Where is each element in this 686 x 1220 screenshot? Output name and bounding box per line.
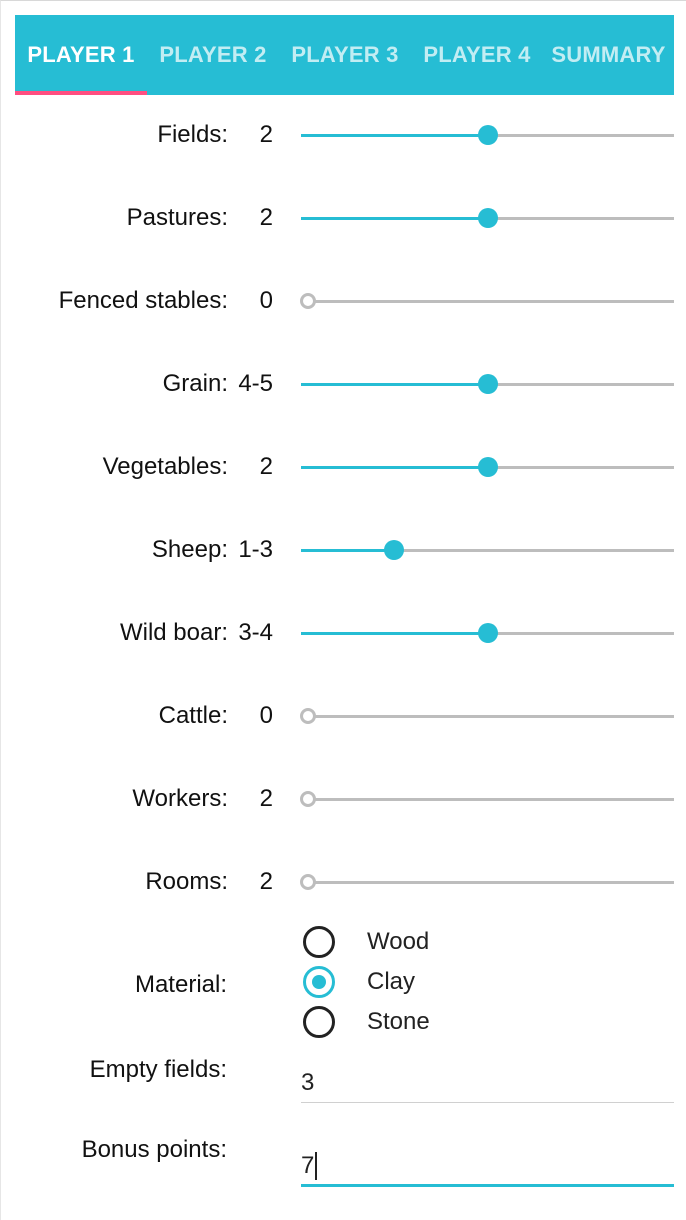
cattle-slider[interactable] [300, 696, 674, 736]
slider-label: Rooms: [145, 868, 228, 895]
radio-label: Wood [367, 928, 430, 955]
fields-slider[interactable] [301, 115, 674, 155]
slider-row-cattle: Cattle: 0 [1, 696, 686, 736]
tab-player-3[interactable]: PLAYER 3 [279, 15, 411, 95]
slider-label: Workers: [132, 785, 228, 812]
tab-player-4[interactable]: PLAYER 4 [411, 15, 543, 95]
slider-thumb[interactable] [300, 791, 316, 807]
slider-row-vegetables: Vegetables: 2 [1, 447, 686, 487]
slider-row-grain: Grain: 4-5 [1, 364, 686, 404]
tab-label: SUMMARY [551, 42, 666, 67]
workers-slider[interactable] [300, 779, 674, 819]
slider-value: 3-4 [238, 619, 273, 646]
slider-thumb[interactable] [300, 708, 316, 724]
empty-fields-input[interactable]: 3 [301, 1063, 674, 1103]
radio-button-unchecked[interactable] [303, 1006, 335, 1038]
slider-value: 2 [259, 121, 273, 148]
slider-fill [301, 383, 488, 386]
tab-player-1[interactable]: PLAYER 1 [15, 15, 147, 95]
radio-stone[interactable]: Stone [303, 1004, 603, 1040]
slider-fill [301, 549, 394, 552]
slider-label: Cattle: [158, 702, 228, 729]
slider-fill [301, 217, 488, 220]
fenced-stables-slider[interactable] [300, 281, 674, 321]
slider-label: Sheep: [151, 536, 228, 563]
slider-fill [301, 134, 488, 137]
slider-row-wild-boar: Wild boar: 3-4 [1, 613, 686, 653]
slider-value: 0 [259, 287, 273, 314]
slider-fill [301, 632, 488, 635]
radio-label: Clay [367, 968, 416, 995]
tab-label: PLAYER 3 [291, 42, 399, 67]
slider-value: 0 [259, 702, 273, 729]
tab-player-2[interactable]: PLAYER 2 [147, 15, 279, 95]
slider-fill [301, 466, 488, 469]
slider-row-pastures: Pastures: 2 [1, 198, 686, 238]
slider-track [301, 881, 674, 884]
slider-thumb[interactable] [300, 293, 316, 309]
slider-row-workers: Workers: 2 [1, 779, 686, 819]
wild-boar-slider[interactable] [301, 613, 674, 653]
radio-button-checked[interactable] [303, 966, 335, 998]
empty-fields-label: Empty fields: [89, 1056, 227, 1083]
slider-track [301, 715, 674, 718]
material-label: Material: [134, 971, 227, 998]
pastures-slider[interactable] [301, 198, 674, 238]
slider-thumb[interactable] [384, 540, 404, 560]
slider-row-sheep: Sheep: 1-3 [1, 530, 686, 570]
slider-label: Grain: [162, 370, 228, 397]
bonus-points-input[interactable]: 7 [301, 1147, 674, 1187]
sheep-slider[interactable] [301, 530, 674, 570]
bonus-points-label: Bonus points: [81, 1136, 227, 1163]
tab-bar: PLAYER 1 PLAYER 2 PLAYER 3 PLAYER 4 SUMM… [15, 15, 674, 95]
slider-label: Fenced stables: [58, 287, 228, 314]
slider-thumb[interactable] [478, 457, 498, 477]
slider-row-fenced-stables: Fenced stables: 0 [1, 281, 686, 321]
slider-value: 1-3 [238, 536, 273, 563]
radio-selected-dot [312, 975, 326, 989]
slider-track [301, 798, 674, 801]
radio-label: Stone [367, 1008, 430, 1035]
slider-label: Vegetables: [102, 453, 228, 480]
slider-value: 2 [259, 453, 273, 480]
slider-value: 2 [259, 785, 273, 812]
tab-summary[interactable]: SUMMARY [543, 15, 674, 95]
rooms-slider[interactable] [300, 862, 674, 902]
bonus-points-value: 7 [301, 1151, 315, 1179]
text-caret [315, 1151, 318, 1180]
slider-value: 2 [259, 868, 273, 895]
slider-thumb[interactable] [478, 208, 498, 228]
slider-thumb[interactable] [300, 874, 316, 890]
radio-wood[interactable]: Wood [303, 924, 603, 960]
slider-row-fields: Fields: 2 [1, 115, 686, 155]
tab-label: PLAYER 4 [423, 42, 531, 67]
slider-row-rooms: Rooms: 2 [1, 862, 686, 902]
active-tab-indicator [15, 91, 147, 95]
radio-button-unchecked[interactable] [303, 926, 335, 958]
slider-thumb[interactable] [478, 374, 498, 394]
slider-track [301, 300, 674, 303]
slider-label: Wild boar: [119, 619, 228, 646]
vegetables-slider[interactable] [301, 447, 674, 487]
tab-label: PLAYER 2 [159, 42, 267, 67]
slider-value: 2 [259, 204, 273, 231]
slider-label: Pastures: [126, 204, 228, 231]
empty-fields-value: 3 [301, 1068, 315, 1096]
tab-label: PLAYER 1 [27, 42, 135, 67]
radio-clay[interactable]: Clay [303, 964, 603, 1000]
slider-thumb[interactable] [478, 125, 498, 145]
slider-label: Fields: [157, 121, 228, 148]
slider-thumb[interactable] [478, 623, 498, 643]
slider-value: 4-5 [238, 370, 273, 397]
grain-slider[interactable] [301, 364, 674, 404]
slider-track [301, 549, 674, 552]
